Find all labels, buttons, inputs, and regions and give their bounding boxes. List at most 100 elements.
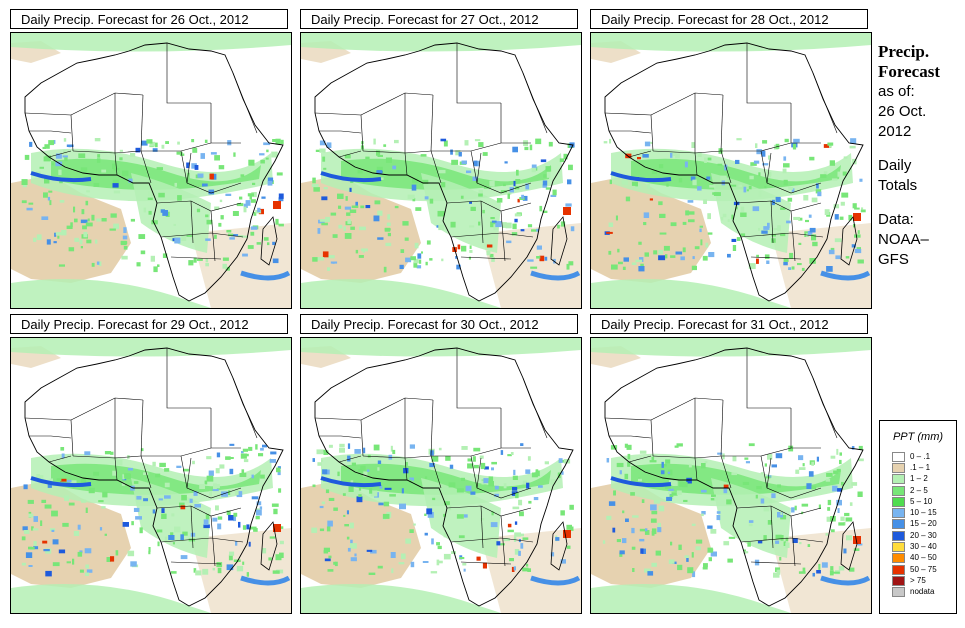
rain-cell (345, 196, 348, 201)
rain-cell (732, 456, 737, 462)
rain-cell (659, 232, 667, 235)
rain-cell (474, 139, 481, 142)
forecast-map (300, 337, 582, 614)
rain-cell (811, 197, 818, 203)
rain-cell (193, 491, 198, 496)
rain-cell (327, 520, 333, 527)
rain-cell (763, 535, 767, 541)
forecast-map (10, 337, 292, 614)
rain-cell (155, 473, 161, 478)
rain-cell (113, 223, 119, 230)
rain-cell (509, 187, 514, 193)
rain-cell (53, 241, 57, 244)
country-border (476, 457, 482, 489)
rain-cell (240, 453, 247, 459)
panel-title: Daily Precip. Forecast for 26 Oct., 2012 (10, 9, 288, 29)
rain-cell (491, 220, 497, 223)
rain-cell (631, 527, 635, 534)
rain-cell (405, 462, 408, 466)
rain-cell (825, 533, 828, 536)
rain-cell (480, 465, 484, 470)
legend-item: 50 – 75 (880, 564, 956, 575)
rain-cell (436, 542, 440, 546)
rain-cell (156, 501, 160, 505)
rain-cell (831, 178, 838, 181)
rain-cell (650, 504, 657, 511)
rain-cell (385, 242, 392, 247)
rain-cell (260, 159, 265, 164)
rain-belt (51, 158, 261, 190)
rain-cell (531, 164, 537, 169)
rain-cell (360, 205, 365, 209)
rain-cell (267, 242, 270, 246)
rain-cell (742, 481, 750, 485)
rain-cell (158, 498, 163, 501)
rain-cell (522, 567, 529, 572)
rain-cell (171, 513, 175, 517)
rain-cell (226, 230, 232, 233)
rain-cell (651, 169, 657, 175)
rain-cell (727, 253, 731, 258)
legend-swatch (892, 474, 905, 485)
rain-cell (394, 139, 399, 144)
rain-cell (857, 230, 860, 234)
rain-cell (665, 485, 671, 489)
rain-belt (301, 279, 501, 308)
country-border (430, 94, 434, 152)
country-border (48, 150, 72, 158)
rain-cell (514, 532, 521, 537)
rain-cell (33, 541, 37, 547)
rain-cell (854, 248, 862, 254)
rain-cell (521, 194, 524, 199)
rain-cell (520, 543, 524, 549)
rain-cell (193, 568, 197, 573)
rain-cell (707, 525, 713, 529)
rain-cell (791, 188, 795, 192)
heavy-rain (320, 476, 382, 488)
rain-cell (148, 547, 151, 552)
rain-cell (701, 513, 704, 517)
rain-cell (58, 169, 62, 176)
rain-cell (837, 508, 840, 513)
rain-cell (658, 164, 664, 169)
rain-cell (736, 138, 742, 141)
rain-cell (127, 467, 133, 471)
country-border (770, 505, 774, 549)
rain-cell (685, 210, 690, 216)
rain-cell (782, 168, 787, 174)
rain-cell (777, 512, 783, 518)
rain-cell (812, 241, 818, 247)
country-border (180, 150, 242, 194)
rain-cell (429, 198, 434, 204)
rain-cell (771, 464, 777, 468)
rain-cell (202, 183, 208, 187)
rain-cell (70, 480, 77, 483)
rain-cell (220, 215, 224, 220)
rain-cell (773, 228, 780, 231)
legend-title: PPT (mm) (892, 431, 944, 443)
rain-cell (682, 482, 688, 488)
rain-cell (826, 516, 833, 522)
heavy-rain (820, 270, 871, 281)
rain-cell (261, 196, 266, 199)
rain-cell (857, 491, 863, 497)
rain-cell (767, 454, 773, 460)
rain-cell (846, 535, 852, 541)
rain-cell (617, 248, 620, 253)
rain-cell (328, 497, 335, 501)
rain-cell (459, 557, 465, 560)
rain-cell (79, 239, 83, 245)
rain-cell (202, 568, 209, 575)
rain-cell (680, 256, 685, 261)
rain-cell (661, 464, 667, 467)
rain-cell (93, 471, 100, 476)
rain-cell (484, 466, 489, 470)
rain-cell (203, 524, 210, 529)
rain-cell (688, 211, 695, 215)
country-border (720, 399, 724, 457)
rain-cell (205, 238, 211, 241)
rain-cell (795, 469, 800, 474)
rain-cell (328, 444, 333, 448)
legend-item: > 75 (880, 575, 956, 586)
rain-cell (86, 239, 92, 244)
